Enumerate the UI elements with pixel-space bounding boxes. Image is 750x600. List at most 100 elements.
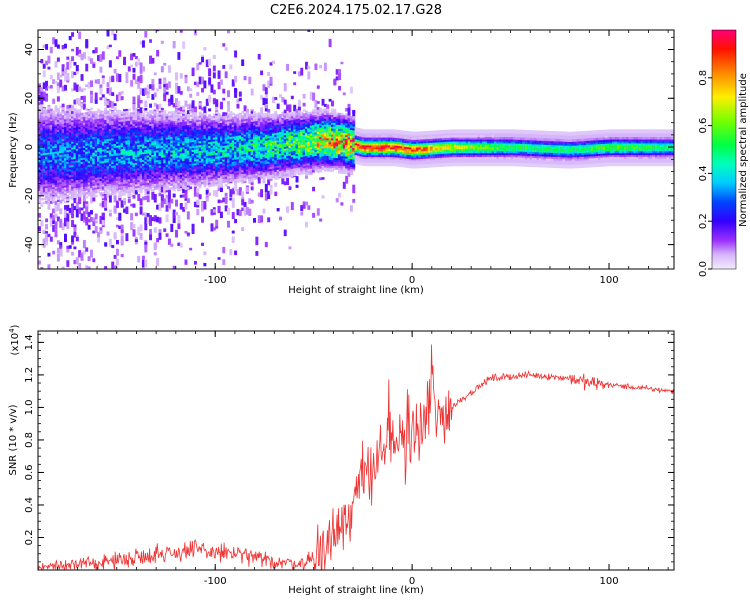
heatmap-cell [219,155,223,159]
heatmap-cell [59,127,63,130]
heatmap-cell [63,120,67,124]
heatmap-cell [92,50,96,54]
heatmap-cell [132,189,136,193]
heatmap-cell [63,112,67,116]
heatmap-cell [87,184,91,187]
heatmap-cell [49,142,53,145]
heatmap-cell [146,216,150,225]
heatmap-cell [78,150,82,153]
heatmap-cell [92,163,96,167]
heatmap-cell [83,305,86,311]
heatmap-cell [87,85,91,89]
heatmap-cell [231,122,235,125]
heatmap-cell [123,171,127,175]
heatmap-cell [73,185,77,189]
heatmap-cell [163,147,167,150]
heatmap-cell [158,229,162,232]
heatmap-cell [85,135,89,139]
heatmap-cell [61,162,65,165]
heatmap-cell [45,231,49,235]
heatmap-cell [182,105,186,111]
heatmap-cell [130,151,134,154]
heatmap-cell [153,121,157,124]
heatmap-cell [85,170,89,174]
heatmap-cell [45,117,49,120]
heatmap-cell [106,45,110,50]
heatmap-cell [156,175,160,178]
heatmap-cell [80,106,84,110]
heatmap-cell [158,151,162,155]
heatmap-cell [38,137,41,141]
heatmap-cell [177,147,181,150]
heatmap-cell [141,182,145,186]
heatmap-cell [56,113,60,117]
heatmap-cell [108,114,112,118]
heatmap-cell [42,152,46,156]
heatmap-cell [146,160,150,164]
heatmap-cell [89,160,93,163]
heatmap-cell [52,118,56,121]
heatmap-cell [212,144,216,148]
heatmap-cell [234,147,238,150]
heatmap-cell [139,136,143,139]
heatmap-cell [146,123,150,127]
heatmap-cell [73,144,77,148]
heatmap-cell [210,153,214,156]
heatmap-cell [215,144,219,148]
heatmap-cell [141,40,145,48]
heatmap-cell [149,178,153,181]
heatmap-cell [172,151,176,155]
heatmap-cell [40,155,44,158]
heatmap-cell [210,162,214,166]
heatmap-cell [163,84,167,88]
heatmap-cell [196,150,200,154]
heatmap-cell [118,135,122,138]
heatmap-cell [82,167,86,170]
heatmap-cell [182,206,186,212]
heatmap-cell [134,212,138,217]
heatmap-cell [111,147,115,151]
heatmap-cell [189,171,193,174]
heatmap-cell [146,195,150,203]
heatmap-cell [132,162,136,166]
heatmap-cell [208,149,212,152]
heatmap-cell [175,169,179,172]
heatmap-cell [92,230,96,234]
heatmap-cell [99,215,103,224]
heatmap-cell [186,181,190,184]
heatmap-cell [134,123,138,126]
heatmap-cell [80,126,84,129]
heatmap-cell [210,137,214,140]
heatmap-cell [177,129,181,133]
heatmap-cell [47,108,51,115]
heatmap-cell [158,191,162,197]
heatmap-cell [182,188,186,194]
heatmap-cell [132,137,136,140]
heatmap-cell [120,146,124,150]
heatmap-cell [231,204,235,208]
heatmap-cell [227,146,230,150]
heatmap-cell [106,130,110,134]
heatmap-cell [212,150,216,154]
heatmap-cell [179,185,183,190]
heatmap-cell [106,117,110,120]
heatmap-cell [101,125,105,129]
heatmap-cell [108,116,112,120]
heatmap-cell [87,160,91,164]
heatmap-cell [177,110,181,113]
heatmap-cell [201,121,204,124]
heatmap-cell [89,152,93,155]
heatmap-cell [99,139,103,143]
heatmap-cell [134,142,138,146]
heatmap-cell [217,70,221,79]
heatmap-cell [54,135,58,139]
heatmap-cell [172,149,176,153]
heatmap-cell [80,128,84,131]
heatmap-cell [203,80,207,89]
heatmap-cell [59,175,63,179]
heatmap-cell [78,109,82,112]
heatmap-cell [38,106,41,110]
heatmap-cell [227,152,230,155]
heatmap-cell [54,139,58,142]
heatmap-cell [125,173,129,176]
